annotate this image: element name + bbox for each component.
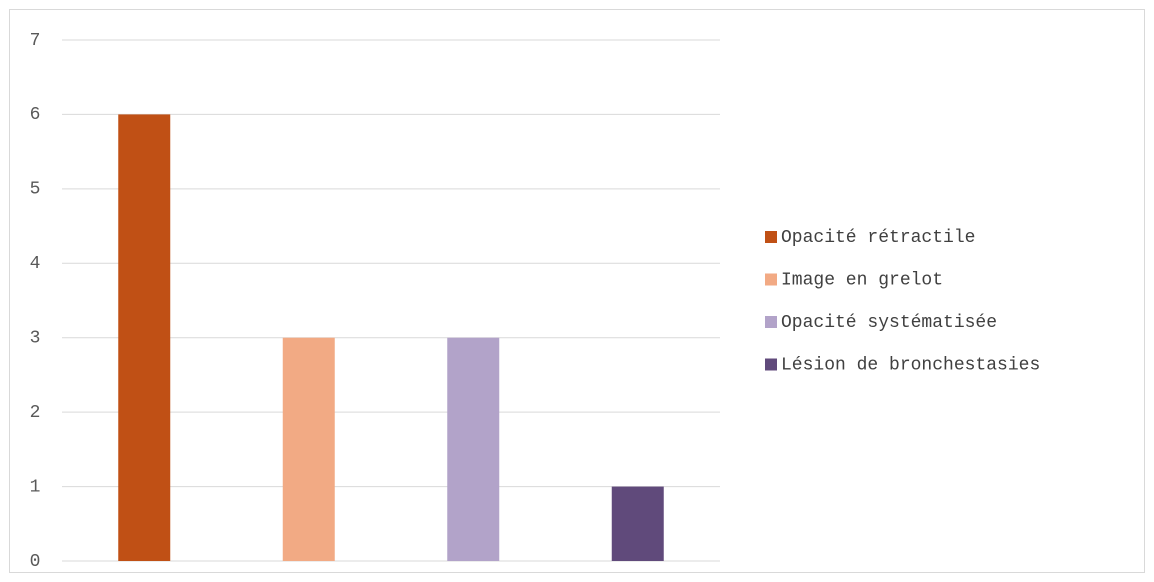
- bar: [447, 337, 500, 561]
- legend-swatch: [765, 273, 777, 286]
- legend-label: Opacité rétractile: [781, 228, 975, 248]
- y-tick-label: 4: [30, 254, 41, 274]
- legend-swatch: [765, 316, 777, 328]
- legend-swatch: [765, 231, 777, 243]
- y-tick-label: 2: [30, 403, 41, 423]
- legend-label: Lésion de bronchestasies: [781, 355, 1040, 375]
- bar: [118, 114, 171, 561]
- y-tick-label: 7: [30, 31, 41, 51]
- bar: [282, 337, 335, 561]
- y-tick-label: 1: [30, 477, 41, 497]
- legend-label: Opacité systématisée: [781, 313, 997, 333]
- y-tick-label: 3: [30, 328, 41, 348]
- legend-label: Image en grelot: [781, 270, 943, 290]
- chart-border: [9, 9, 1145, 573]
- legend-swatch: [765, 358, 777, 371]
- y-tick-label: 0: [30, 552, 41, 572]
- y-tick-label: 5: [30, 180, 41, 200]
- bar: [611, 486, 664, 561]
- legend: Opacité rétractile Image en grelot Opacité…: [765, 228, 1040, 375]
- y-tick-label: 6: [30, 105, 41, 125]
